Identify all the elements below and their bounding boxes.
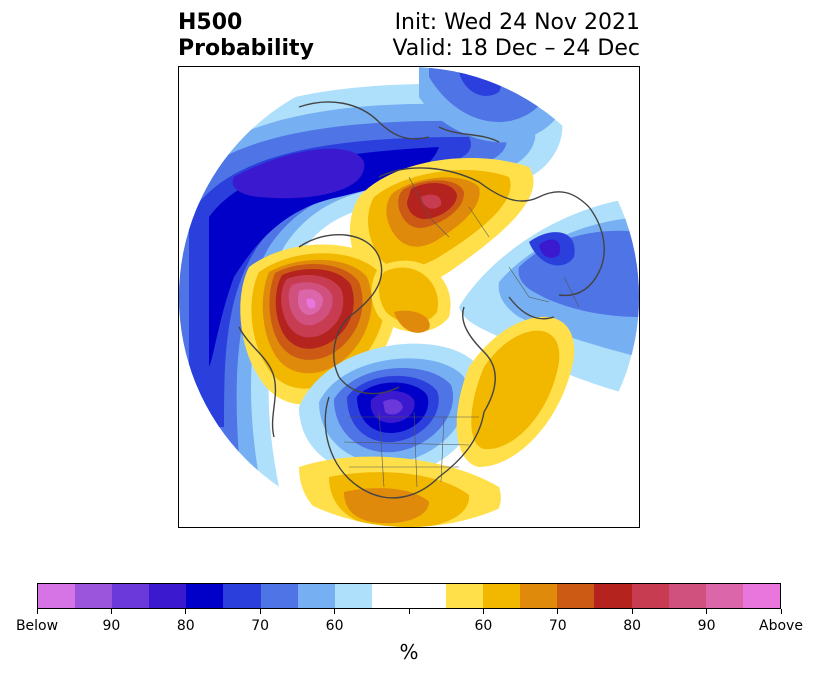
above-anomaly-siberia xyxy=(349,158,534,290)
title-product: Probability xyxy=(178,36,314,61)
title-variable: H500 xyxy=(178,10,243,35)
map-dates: Init: Wed 24 Nov 2021 Valid: 18 Dec – 24… xyxy=(392,10,640,62)
colorbar-tick-label: Below xyxy=(15,618,59,634)
colorbar-cell xyxy=(594,584,632,608)
valid-period: Valid: 18 Dec – 24 Dec xyxy=(392,36,640,61)
map-title: H500 Probability xyxy=(178,10,314,62)
colorbar-cell xyxy=(297,584,335,608)
colorbar-tick-label: 90 xyxy=(697,618,716,634)
colorbar-unit-label: % xyxy=(399,640,419,664)
colorbar-cell xyxy=(483,584,521,608)
colorbar-cell xyxy=(334,584,372,608)
colorbar-cell xyxy=(520,584,558,608)
colorbar-cell xyxy=(668,584,706,608)
colorbar-tick xyxy=(334,609,336,614)
colorbar-tick-label: 70 xyxy=(251,618,270,634)
colorbar-tick xyxy=(185,609,187,614)
colorbar-cell xyxy=(742,584,780,608)
colorbar-cell xyxy=(223,584,261,608)
colorbar-cell xyxy=(705,584,743,608)
below-anomaly-pacific xyxy=(179,83,563,527)
colorbar-tick xyxy=(259,609,261,614)
colorbar-cell xyxy=(631,584,669,608)
colorbar-cell xyxy=(446,584,484,608)
colorbar-tick-label: 90 xyxy=(102,618,121,634)
colorbar-tick-label: 80 xyxy=(623,618,642,634)
colorbar-tick-label: Above xyxy=(759,618,803,634)
map-panel xyxy=(178,66,640,528)
colorbar-tick-label: 60 xyxy=(325,618,344,634)
colorbar-tick xyxy=(110,609,112,614)
above-anomaly-central xyxy=(371,260,451,333)
colorbar xyxy=(37,583,781,609)
colorbar-tick-label: 80 xyxy=(176,618,195,634)
colorbar-tick xyxy=(557,609,559,614)
init-date: Init: Wed 24 Nov 2021 xyxy=(394,10,640,35)
colorbar-tick xyxy=(408,609,410,614)
colorbar-cell xyxy=(260,584,298,608)
colorbar-tick xyxy=(36,609,38,614)
colorbar-cell xyxy=(371,584,409,608)
colorbar-cell xyxy=(557,584,595,608)
colorbar-cell xyxy=(408,584,447,608)
colorbar-tick xyxy=(706,609,708,614)
colorbar-cell xyxy=(112,584,150,608)
colorbar-cell xyxy=(75,584,113,608)
colorbar-tick-label: 70 xyxy=(548,618,567,634)
colorbar-tick xyxy=(482,609,484,614)
colorbar-tick xyxy=(631,609,633,614)
political-boundaries xyxy=(343,176,580,488)
colorbar-tick xyxy=(780,609,782,614)
colorbar-cell xyxy=(149,584,187,608)
colorbar-cell xyxy=(38,584,76,608)
colorbar-tick-label: 60 xyxy=(474,618,493,634)
below-anomaly-hudson xyxy=(299,343,485,478)
colorbar-cell xyxy=(186,584,224,608)
probability-map xyxy=(179,67,639,527)
